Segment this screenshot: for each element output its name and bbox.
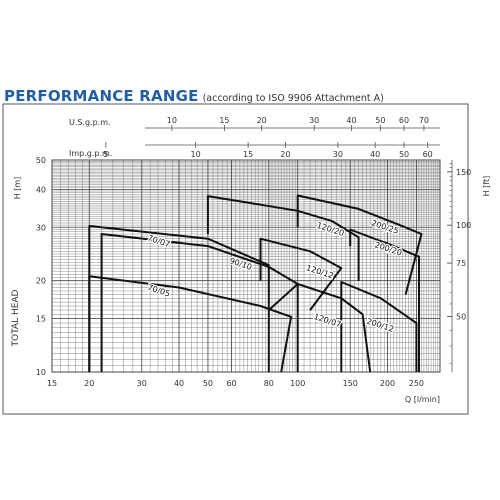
y-right-unit-label: H [ft] — [482, 176, 491, 197]
x-tick-label: 50 — [203, 379, 213, 388]
y-tick-label: 10 — [36, 368, 46, 377]
usgpm-tick-label: 10 — [167, 116, 177, 125]
impgpm-tick-label: 20 — [280, 150, 290, 159]
x-tick-label: 30 — [137, 379, 147, 388]
usgpm-tick-label: 50 — [375, 116, 385, 125]
y-tick-label: 30 — [36, 223, 46, 232]
curve-120-12 — [259, 237, 343, 311]
y-right-tick-label: 100 — [456, 221, 471, 230]
grid-major — [51, 159, 440, 373]
impgpm-tick-label: 30 — [333, 150, 343, 159]
x-tick-label: 80 — [264, 379, 274, 388]
y-right-tick-label: 150 — [456, 168, 471, 177]
y-tick-label: 50 — [36, 156, 46, 165]
curve-200-12 — [340, 281, 418, 372]
plot-area — [52, 160, 440, 372]
plot-frame — [51, 159, 441, 373]
usgpm-tick-label: 70 — [419, 116, 429, 125]
curve-200-20 — [349, 228, 420, 372]
y-right-tick-label: 75 — [456, 259, 466, 268]
impgpm-axis-label: Imp.g.p.m. — [69, 149, 112, 158]
y-tick-label: 20 — [36, 277, 46, 286]
x-tick-label: 40 — [174, 379, 184, 388]
y-axis-label: TOTAL HEAD — [11, 289, 21, 347]
curve-70-05 — [88, 275, 293, 373]
usgpm-tick-label: 30 — [309, 116, 319, 125]
usgpm-tick-label: 40 — [346, 116, 356, 125]
usgpm-tick-label: 20 — [257, 116, 267, 125]
x-axis-label: Q [l/min] — [405, 395, 440, 404]
impgpm-tick-label: 5 — [103, 150, 108, 159]
impgpm-tick-label: 60 — [423, 150, 433, 159]
y-left-unit-label: H [m] — [13, 177, 22, 200]
impgpm-tick-label: 10 — [191, 150, 201, 159]
impgpm-tick-label: 40 — [370, 150, 380, 159]
x-tick-label: 250 — [409, 379, 424, 388]
chart-subtitle: (according to ISO 9906 Attachment A) — [202, 93, 384, 104]
usgpm-tick-label: 60 — [399, 116, 409, 125]
chart-border — [2, 103, 469, 415]
chart-heading: PERFORMANCE RANGE (according to ISO 9906 … — [4, 86, 384, 105]
impgpm-tick-label: 15 — [243, 150, 253, 159]
curves — [88, 194, 423, 373]
y-tick-label: 15 — [36, 315, 46, 324]
x-tick-label: 20 — [84, 379, 94, 388]
usgpm-axis-label: U.S.g.p.m. — [69, 118, 111, 127]
curve-70-07 — [88, 225, 270, 372]
x-tick-label: 100 — [290, 379, 305, 388]
chart-title: PERFORMANCE RANGE — [4, 87, 199, 105]
x-tick-label: 200 — [380, 379, 395, 388]
x-tick-label: 60 — [226, 379, 236, 388]
y-tick-label: 40 — [36, 185, 46, 194]
y-right-tick-label: 50 — [456, 313, 466, 322]
x-tick-label: 15 — [47, 379, 57, 388]
curve-90-10 — [100, 233, 299, 372]
curve-200-25 — [296, 194, 423, 295]
impgpm-tick-label: 50 — [399, 150, 409, 159]
x-tick-label: 150 — [343, 379, 358, 388]
curve-120-20 — [206, 195, 360, 281]
usgpm-tick-label: 15 — [219, 116, 229, 125]
